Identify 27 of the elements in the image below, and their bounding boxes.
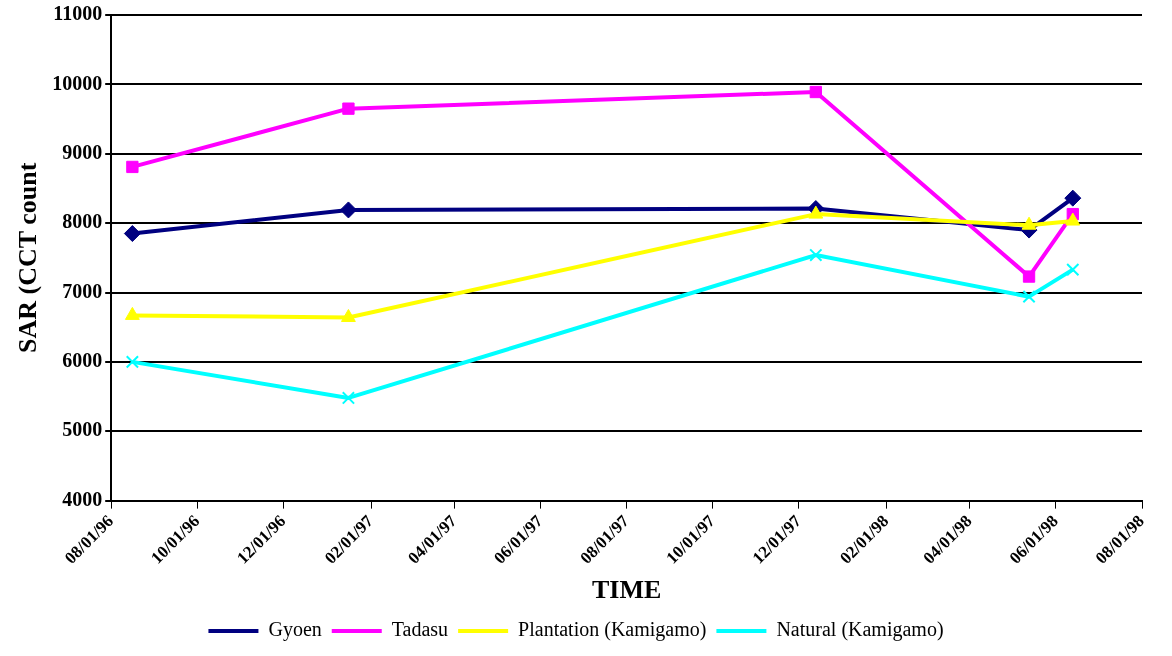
point bbox=[1066, 262, 1080, 277]
y-axis-title: SAR (CCT count bbox=[13, 162, 43, 353]
y-tick-label: 9000 bbox=[62, 140, 103, 163]
y-tick-label: 8000 bbox=[62, 210, 103, 233]
legend-label: Plantation (Kamigamo) bbox=[518, 618, 707, 642]
point bbox=[809, 248, 823, 262]
point bbox=[126, 160, 139, 174]
y-tick-label: 5000 bbox=[62, 418, 103, 441]
point bbox=[339, 201, 357, 219]
point bbox=[1064, 189, 1082, 207]
legend-label: Natural (Kamigamo) bbox=[776, 618, 944, 642]
point bbox=[1022, 270, 1036, 283]
x-axis-title: TIME bbox=[591, 575, 662, 605]
point bbox=[1065, 212, 1081, 226]
legend-label: Tadasu bbox=[391, 618, 449, 641]
point bbox=[1022, 290, 1036, 304]
y-tick-label: 11000 bbox=[53, 2, 103, 25]
y-tick-label: 6000 bbox=[62, 349, 103, 372]
point bbox=[809, 85, 822, 99]
point bbox=[342, 102, 355, 115]
legend-label: Gyoen bbox=[268, 618, 322, 642]
point bbox=[125, 355, 140, 369]
point bbox=[341, 391, 356, 405]
y-tick-label: 10000 bbox=[52, 71, 103, 94]
y-tick-label: 4000 bbox=[62, 487, 103, 510]
point bbox=[123, 225, 141, 243]
y-tick-label: 7000 bbox=[62, 279, 103, 302]
